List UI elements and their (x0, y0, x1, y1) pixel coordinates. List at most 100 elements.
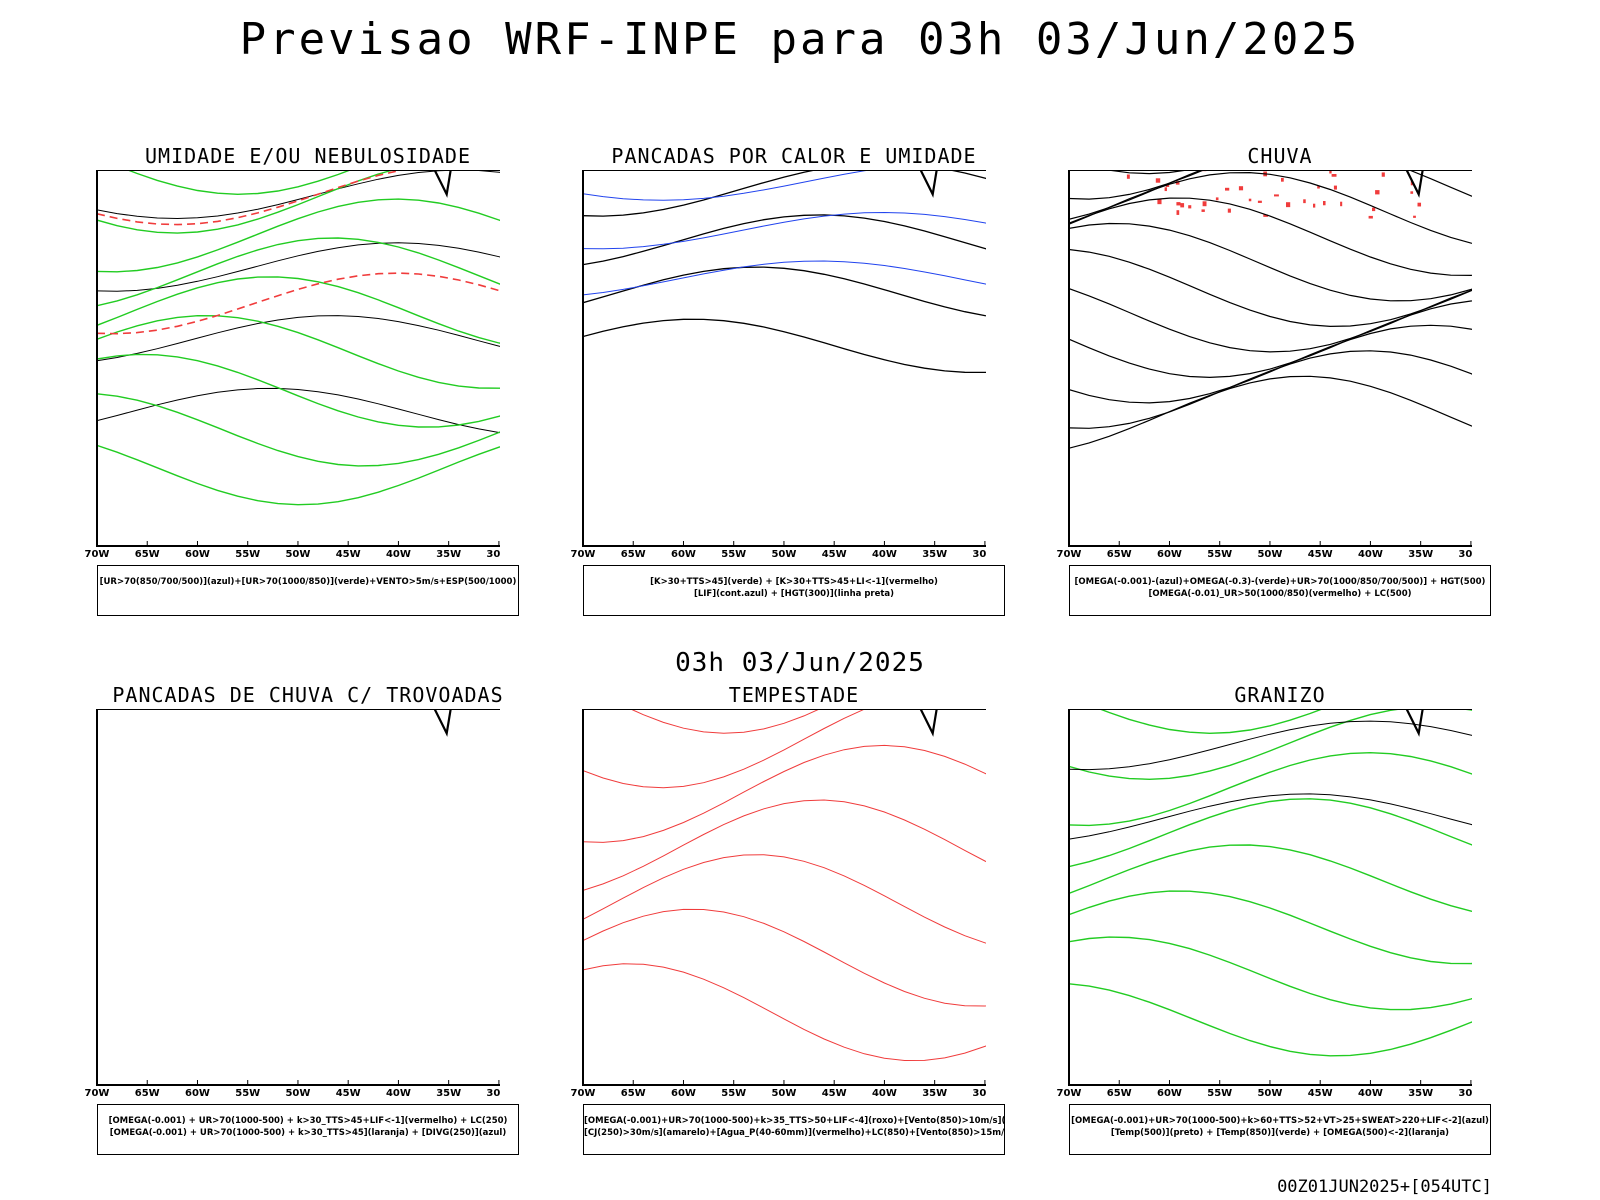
lon-tick-label: 60W (185, 1088, 210, 1099)
coastline (919, 709, 938, 737)
lon-tick-label: 70W (85, 549, 110, 560)
lon-tick-label: 35W (922, 1088, 947, 1099)
map-axes: 12S15S18S21S24S27S30S33S36S39S42S70W65W6… (571, 709, 986, 1099)
lon-tick-label: 50W (285, 1088, 310, 1099)
lon-tick-label: 40W (1358, 1088, 1383, 1099)
lon-tick-label: 30W (1458, 1088, 1472, 1099)
map-trovoadas: 12S15S18S21S24S27S30S33S36S39S42S70W65W6… (85, 709, 500, 1099)
main-title: Previsao WRF-INPE para 03h 03/Jun/2025 (239, 14, 1361, 65)
humidity-low-levels-contours (97, 170, 500, 506)
thickness-contours (97, 170, 500, 335)
lon-tick-label: 45W (1308, 549, 1333, 560)
map-layers: 5885885825825765765765735705675645615585… (1069, 170, 1472, 449)
coastline (433, 709, 452, 737)
panel-title: PANCADAS DE CHUVA C/ TROVOADAS (112, 683, 504, 707)
lon-tick-label: 70W (85, 1088, 110, 1099)
legend-line: [LIF](cont.azul) + [HGT(300)](linha pret… (693, 589, 895, 599)
panel-pancadas-calor: PANCADAS POR CALOR E UMIDADE960096009600… (486, 144, 1005, 616)
map-layers: 9600960096009520952095209440944094409360… (583, 170, 986, 374)
map-tempestade: 12S15S18S21S24S27S30S33S36S39S42S70W65W6… (571, 709, 986, 1099)
temperature-500-contours (1069, 720, 1472, 840)
lon-tick-label: 40W (386, 549, 411, 560)
legend-line: [CJ(250)>30m/s](amarelo)+[Agua_P(40-60mm… (584, 1128, 1004, 1138)
map-frame (96, 709, 500, 1086)
legend-line: [OMEGA(-0.001)-(azul)+OMEGA(-0.3)-(verde… (1074, 577, 1486, 587)
lon-tick-label: 60W (1157, 549, 1182, 560)
legend-line: [OMEGA(-0.001)+UR>70(1000-500)+k>35_TTS>… (584, 1116, 1004, 1126)
map-granizo: -12-15-15-18-18-21-21151512S15S18S21S24S… (1057, 709, 1472, 1099)
lon-tick-label: 30W (486, 549, 500, 560)
lon-tick-label: 45W (822, 549, 847, 560)
panel-umidade: UMIDADE E/OU NEBULOSIDADE102010161016101… (0, 144, 519, 616)
lon-tick-label: 45W (336, 1088, 361, 1099)
panel-title: GRANIZO (1234, 683, 1326, 707)
map-umidade: 1020101610161016101610201024102410201020… (85, 170, 500, 560)
lon-tick-label: 35W (1408, 1088, 1433, 1099)
lon-tick-label: 55W (1207, 1088, 1232, 1099)
lon-tick-label: 70W (1057, 549, 1082, 560)
lon-tick-label: 60W (1157, 1088, 1182, 1099)
lon-tick-label: 30W (972, 549, 986, 560)
panel-legend: [UR>70(850/700/500)](azul)+[UR>70(1000/8… (97, 565, 519, 616)
lon-tick-label: 65W (621, 1088, 646, 1099)
geopotential-300-contours (583, 170, 986, 374)
lon-tick-label: 65W (1107, 549, 1132, 560)
lon-tick-label: 55W (235, 1088, 260, 1099)
lon-tick-label: 30W (486, 1088, 500, 1099)
legend-line: [Temp(500)](preto) + [Temp(850)](verde) … (1110, 1128, 1450, 1138)
map-axes: 12S15S18S21S24S27S30S33S36S39S42S70W65W6… (571, 170, 986, 560)
map-layers: -12-15-15-18-18-21-211515 (1069, 709, 1472, 1057)
panel-title: PANCADAS POR CALOR E UMIDADE (611, 144, 977, 168)
legend-line: [OMEGA(-0.001) + UR>70(1000-500) + k>30_… (108, 1116, 508, 1126)
lon-tick-label: 35W (1408, 549, 1433, 560)
panel-legend: [OMEGA(-0.001)-(azul)+OMEGA(-0.3)-(verde… (1069, 565, 1491, 616)
lon-tick-label: 60W (671, 549, 696, 560)
lon-tick-label: 50W (771, 1088, 796, 1099)
panel-tempestade: TEMPESTADE12S15S18S21S24S27S30S33S36S39S… (486, 683, 1005, 1155)
lon-tick-label: 70W (571, 1088, 596, 1099)
map-frame (1068, 170, 1472, 547)
legend-line: [OMEGA(-0.001) + UR>70(1000-500) + k>30_… (109, 1128, 507, 1138)
temperature-850-contours (1069, 709, 1472, 1057)
map-pancadas-calor: 9600960096009520952095209440944094409360… (571, 170, 986, 560)
lon-tick-label: 35W (922, 549, 947, 560)
lon-tick-label: 65W (621, 549, 646, 560)
panel-title: TEMPESTADE (728, 683, 860, 707)
lon-tick-label: 40W (386, 1088, 411, 1099)
lon-tick-label: 35W (436, 549, 461, 560)
panel-title: UMIDADE E/OU NEBULOSIDADE (144, 144, 472, 168)
geopotential-500-contours (1069, 170, 1472, 449)
legend-line: [K>30+TTS>45](verde) + [K>30+TTS>45+LI<-… (650, 577, 938, 587)
map-axes: 12S15S18S21S24S27S30S33S36S39S42S70W65W6… (1057, 170, 1472, 560)
map-frame (96, 170, 500, 547)
lon-tick-label: 50W (771, 549, 796, 560)
panel-legend: [OMEGA(-0.001)+UR>70(1000-500)+k>35_TTS>… (583, 1104, 1005, 1155)
lon-tick-label: 40W (872, 549, 897, 560)
map-layers: 1020101610161016101610201024102410201020… (97, 170, 500, 506)
map-axes: 12S15S18S21S24S27S30S33S36S39S42S70W65W6… (85, 170, 500, 560)
map-axes: 12S15S18S21S24S27S30S33S36S39S42S70W65W6… (1057, 709, 1472, 1099)
lon-tick-label: 60W (671, 1088, 696, 1099)
lon-tick-label: 60W (185, 549, 210, 560)
lon-tick-label: 65W (1107, 1088, 1132, 1099)
lifted-index-contours (583, 170, 986, 296)
lon-tick-label: 65W (135, 1088, 160, 1099)
legend-line: [UR>70(850/700/500)](azul)+[UR>70(1000/8… (99, 577, 517, 587)
lon-tick-label: 35W (436, 1088, 461, 1099)
legend-line: [OMEGA(-0.01)_UR>50(1000/850)(vermelho) … (1148, 589, 1412, 599)
panel-legend: [K>30+TTS>45](verde) + [K>30+TTS>45+LI<-… (583, 565, 1005, 616)
panel-title: CHUVA (1247, 144, 1313, 168)
run-timestamp: 00Z01JUN2025+[054UTC] (1277, 1177, 1492, 1197)
lon-tick-label: 30W (972, 1088, 986, 1099)
coastline (433, 170, 452, 198)
map-frame (582, 709, 986, 1086)
political-borders (1069, 170, 1424, 198)
lon-tick-label: 70W (571, 549, 596, 560)
lon-tick-label: 55W (721, 549, 746, 560)
lon-tick-label: 55W (235, 549, 260, 560)
panel-chuva: CHUVA58858858258257657657657357056756456… (972, 144, 1491, 616)
lon-tick-label: 50W (285, 549, 310, 560)
lon-tick-label: 45W (336, 549, 361, 560)
lon-tick-label: 40W (872, 1088, 897, 1099)
lon-tick-label: 55W (1207, 549, 1232, 560)
